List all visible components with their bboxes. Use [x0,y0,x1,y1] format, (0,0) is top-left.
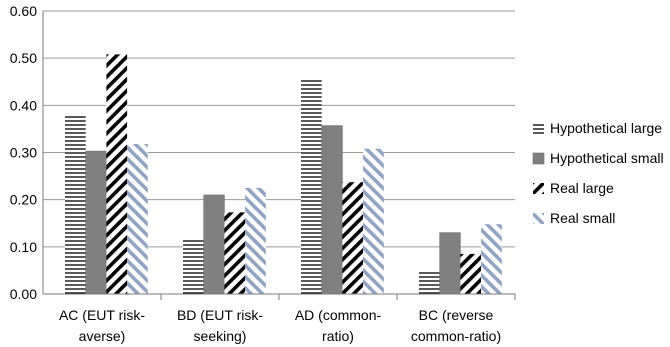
legend-label: Hypothetical large [550,120,662,136]
y-tick-label: 0.10 [10,239,37,255]
x-category-label: averse) [79,328,126,344]
bar-hypothetical-large [65,114,86,295]
x-category-label: BD (EUT risk- [177,307,263,323]
bar-real-small [481,224,502,294]
x-category-label: AD (common- [295,307,382,323]
bar-hypothetical-small [85,150,107,295]
bars [65,54,502,295]
legend-label: Hypothetical small [550,150,664,166]
x-category-label: seeking) [194,328,247,344]
legend-swatch [533,183,544,194]
bar-hypothetical-small [203,194,225,295]
x-category-label: BC (reverse [419,307,494,323]
bar-hypothetical-large [419,270,440,294]
legend-swatch [533,213,544,224]
bar-real-large [106,54,128,294]
y-tick-label: 0.20 [10,192,37,208]
legend-swatch [532,152,545,165]
y-tick-label: 0.30 [10,145,37,161]
legend-swatch [533,123,544,134]
bar-real-small [363,148,384,294]
y-tick-label: 0.50 [10,50,37,66]
bar-real-large [224,212,246,294]
legend-label: Real large [550,180,614,196]
x-axis: AC (EUT risk-averse) BD (EUT risk-seeking… [43,293,516,344]
bar-real-small [245,187,266,294]
x-category-label: AC (EUT risk- [59,307,145,323]
bar-hypothetical-small [439,232,461,295]
y-axis: 0.00 0.10 0.20 0.30 0.40 0.50 0.60 [10,3,44,302]
legend-label: Real small [550,210,615,226]
x-category-label: ratio) [322,328,354,344]
bar-real-small [127,144,148,294]
bar-real-large [460,253,482,294]
bar-hypothetical-large [183,238,204,294]
legend: Hypothetical large Hypothetical small Real… [532,120,664,226]
bar-real-large [342,182,364,294]
bar-hypothetical-small [321,125,343,295]
y-tick-label: 0.40 [10,97,37,113]
y-tick-label: 0.60 [10,3,37,19]
x-category-label: common-ratio) [411,328,501,344]
bar-hypothetical-large [301,78,322,294]
y-tick-label: 0.00 [10,286,37,302]
